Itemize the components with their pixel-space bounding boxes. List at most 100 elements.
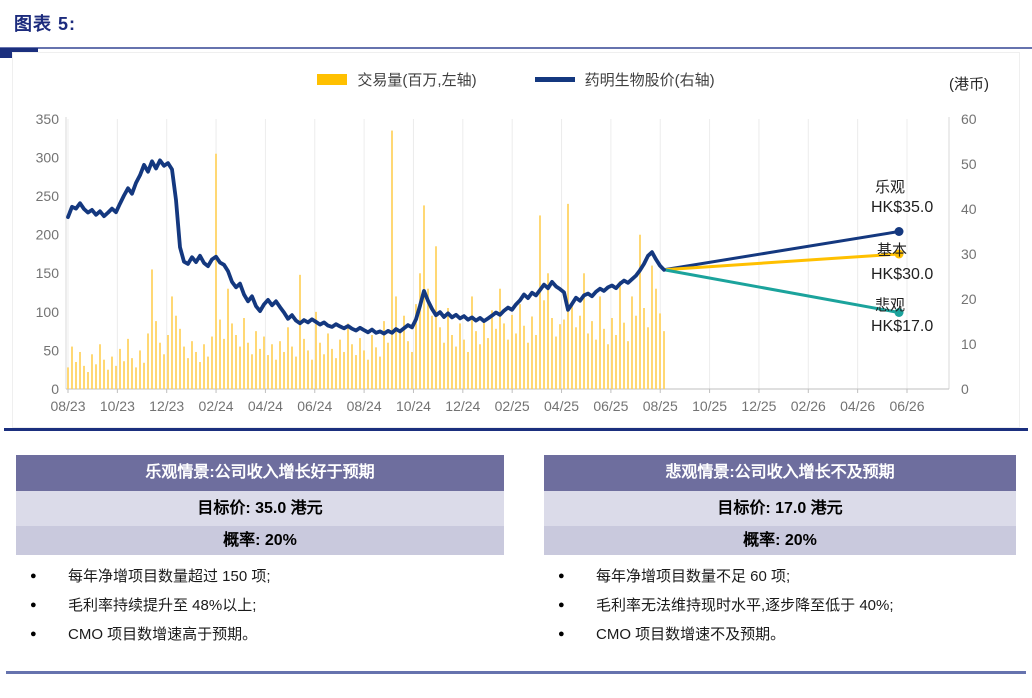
chart-panel: 08/23 10/23 12/23 02/24 04/24 06/24 08/24 10/24…	[12, 52, 1020, 428]
volume-bar	[319, 342, 321, 389]
right-axis-tick-label: 10	[961, 336, 977, 352]
volume-bar	[455, 346, 457, 389]
volume-bar	[315, 311, 317, 389]
price-volume-chart: 08/23 10/23 12/23 02/24 04/24 06/24 08/24 10/24…	[36, 111, 977, 414]
volume-bar	[475, 331, 477, 389]
right-axis-tick-label: 40	[961, 201, 977, 217]
right-axis-tick-label: 30	[961, 246, 977, 262]
volume-bar	[135, 367, 137, 389]
target-price-row: 目标价: 35.0 港元	[16, 491, 504, 526]
volume-bar	[519, 304, 521, 389]
volume-bar	[227, 288, 229, 389]
volume-legend-swatch-icon	[317, 74, 348, 85]
volume-bar	[143, 362, 145, 389]
volume-bar	[211, 336, 213, 389]
volume-bar	[295, 356, 297, 389]
volume-bar	[587, 333, 589, 389]
volume-bar	[615, 335, 617, 389]
volume-bar	[303, 338, 305, 389]
volume-bar	[527, 342, 529, 389]
volume-bar	[219, 319, 221, 389]
volume-bar	[579, 315, 581, 389]
bullet-list: ● 每年净增项目数量不足 60 项; ● 毛利率无法维持现时水平,逐步降至低于 …	[544, 555, 1016, 649]
volume-bar	[331, 348, 333, 389]
volume-bar	[503, 323, 505, 389]
volume-bar	[311, 359, 313, 389]
volume-bar	[403, 315, 405, 389]
volume-bar	[351, 344, 353, 389]
bullet-text: CMO 项目数增速不及预期。	[596, 626, 786, 643]
left-axis-tick-label: 250	[36, 188, 60, 204]
x-axis-label: 04/26	[840, 398, 875, 414]
probability-row: 概率: 20%	[544, 526, 1016, 555]
volume-bar	[507, 339, 509, 389]
volume-bar	[291, 346, 293, 389]
volume-bar	[451, 335, 453, 389]
bullet-text: 毛利率无法维持现时水平,逐步降至低于 40%;	[596, 597, 894, 614]
volume-bar	[483, 319, 485, 389]
volume-bar	[223, 338, 225, 389]
x-axis-label: 02/24	[199, 398, 234, 414]
volume-bar	[439, 327, 441, 389]
volume-bar	[323, 354, 325, 389]
left-axis-tick-label: 100	[36, 304, 60, 320]
volume-bar	[279, 341, 281, 389]
volume-bar	[611, 318, 613, 389]
volume-bar	[647, 327, 649, 389]
volume-bar	[415, 304, 417, 389]
volume-bar	[659, 313, 661, 389]
scenario-base-price: HK$30.0	[871, 266, 934, 283]
volume-bar	[359, 338, 361, 389]
volume-legend-label: 交易量(百万,左轴)	[357, 72, 477, 89]
volume-bar	[487, 338, 489, 389]
x-axis-label: 10/23	[100, 398, 135, 414]
volume-bar	[199, 362, 201, 389]
volume-bar	[663, 331, 665, 389]
volume-bar	[79, 351, 81, 389]
volume-bar	[307, 350, 309, 389]
bullet-icon: ●	[558, 628, 565, 640]
volume-bar	[335, 358, 337, 389]
volume-bar	[391, 130, 393, 389]
price-legend-label: 药明生物股价(右轴)	[584, 72, 715, 89]
bullet-text: 每年净增项目数量超过 150 项;	[68, 568, 271, 585]
volume-bar	[591, 321, 593, 389]
volume-bar	[123, 361, 125, 389]
volume-bar	[239, 346, 241, 389]
x-axis-label: 10/25	[692, 398, 727, 414]
volume-bar	[119, 348, 121, 389]
volume-bar	[195, 351, 197, 389]
volume-bar	[559, 324, 561, 389]
right-axis-tick-label: 50	[961, 156, 977, 172]
volume-bar	[75, 362, 77, 389]
volume-bar	[435, 246, 437, 389]
volume-bar	[479, 344, 481, 389]
volume-bar	[371, 335, 373, 389]
volume-bar	[535, 335, 537, 389]
volume-bar	[471, 296, 473, 389]
volume-bar	[467, 351, 469, 389]
scenario-pessimistic-price: HK$17.0	[871, 318, 934, 335]
legend-item-volume: 交易量(百万,左轴)	[317, 69, 477, 90]
figure-bottom-rule	[4, 428, 1028, 431]
volume-bar	[339, 339, 341, 389]
volume-bar	[263, 336, 265, 389]
x-axis-label: 02/25	[495, 398, 530, 414]
volume-bar	[595, 339, 597, 389]
bullet-list: ● 每年净增项目数量超过 150 项; ● 毛利率持续提升至 48%以上; ● …	[16, 555, 504, 649]
x-axis-label: 08/23	[50, 398, 85, 414]
volume-bar	[91, 354, 93, 389]
scenario-table-optimistic: 乐观情景:公司收入增长好于预期 目标价: 35.0 港元 概率: 20% ● 每…	[16, 455, 504, 649]
x-axis-label: 04/25	[544, 398, 579, 414]
list-item: ● CMO 项目数增速不及预期。	[544, 620, 1016, 649]
volume-bar	[275, 359, 277, 389]
right-axis-unit: (港币)	[949, 76, 989, 93]
scenario-line-1	[663, 252, 900, 272]
scenario-endpoint-1	[894, 249, 904, 259]
scenario-base-label: 基本	[877, 242, 908, 259]
volume-bar	[167, 335, 169, 389]
right-axis-tick-label: 20	[961, 291, 977, 307]
volume-bar	[499, 288, 501, 389]
volume-bar	[367, 359, 369, 389]
volume-bar	[607, 344, 609, 389]
